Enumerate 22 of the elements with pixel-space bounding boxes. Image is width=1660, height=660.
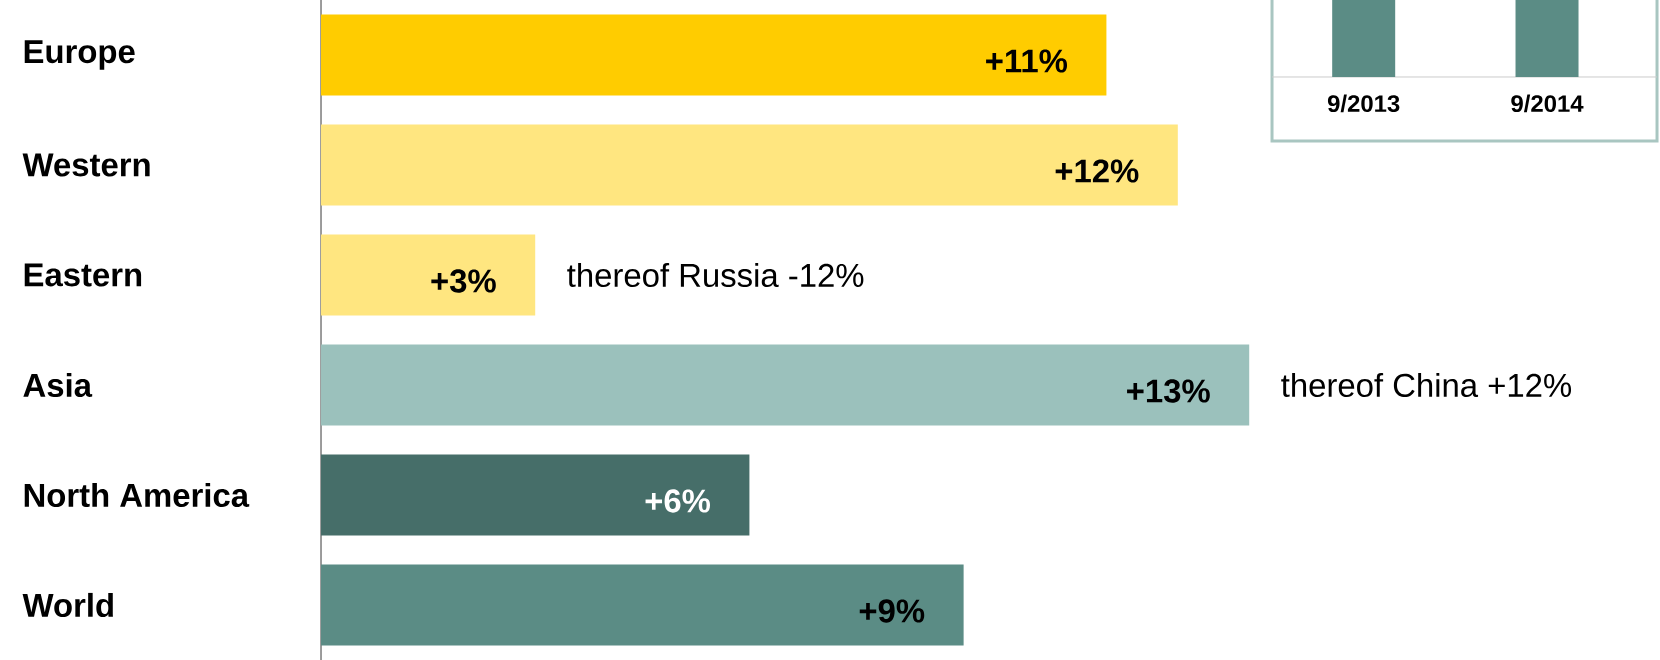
data-label: +13%	[1127, 379, 1210, 403]
annotation: thereof China +12%	[1281, 372, 1572, 398]
data-label: +12%	[1055, 159, 1139, 183]
y-tick-label: Western	[22, 153, 150, 177]
y-tick-label: Asia	[23, 372, 93, 398]
data-label: +3%	[431, 269, 496, 293]
x-tick-label: 9/2014	[1511, 94, 1584, 113]
bar	[321, 454, 750, 536]
bar	[321, 124, 1178, 206]
data-label: +6%	[645, 489, 711, 513]
bar	[321, 564, 964, 646]
y-tick-label: North America	[24, 482, 250, 508]
y-tick-label: Europe	[24, 40, 135, 70]
bar	[321, 344, 1250, 426]
bar	[321, 14, 1107, 96]
data-label: +11%	[986, 49, 1068, 73]
bar	[321, 234, 536, 316]
data-label: +9%	[859, 599, 925, 623]
annotation: thereof Russia -12%	[567, 262, 864, 288]
y-tick-label: Eastern	[24, 263, 142, 287]
x-tick-label: 9/2013	[1327, 94, 1400, 113]
y-tick-label: World	[22, 592, 113, 618]
